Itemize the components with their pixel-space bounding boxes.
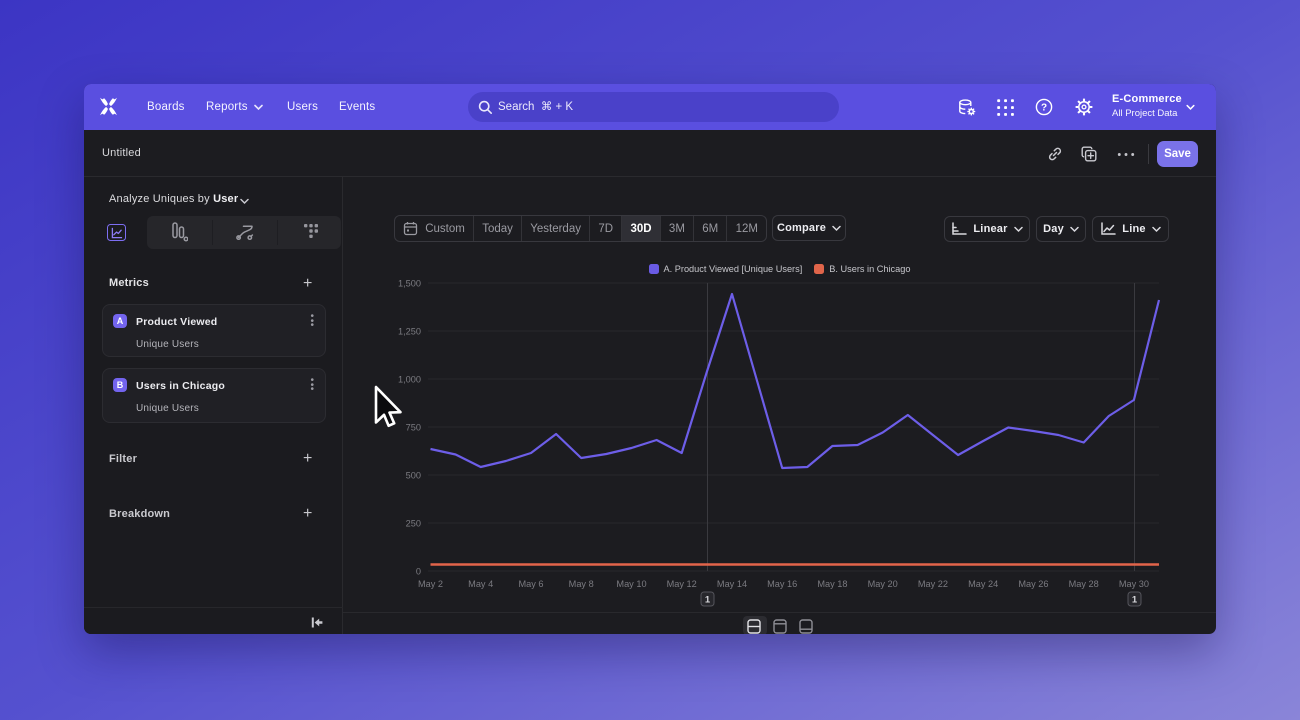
svg-text:May 28: May 28 xyxy=(1069,579,1099,589)
svg-text:1: 1 xyxy=(705,595,711,606)
svg-text:May 8: May 8 xyxy=(569,579,594,589)
svg-text:1,000: 1,000 xyxy=(398,375,421,385)
svg-text:750: 750 xyxy=(406,423,421,433)
svg-text:May 10: May 10 xyxy=(616,579,646,589)
svg-text:May 24: May 24 xyxy=(968,579,998,589)
svg-text:500: 500 xyxy=(406,471,421,481)
svg-text:1: 1 xyxy=(1132,595,1138,606)
svg-text:1,250: 1,250 xyxy=(398,327,421,337)
svg-text:May 16: May 16 xyxy=(767,579,797,589)
svg-text:May 26: May 26 xyxy=(1018,579,1048,589)
svg-text:May 6: May 6 xyxy=(518,579,543,589)
svg-text:May 2: May 2 xyxy=(418,579,443,589)
svg-text:May 4: May 4 xyxy=(468,579,493,589)
svg-text:May 22: May 22 xyxy=(918,579,948,589)
svg-text:?: ? xyxy=(1041,103,1047,114)
svg-text:May 20: May 20 xyxy=(868,579,898,589)
svg-text:May 14: May 14 xyxy=(717,579,747,589)
svg-text:May 18: May 18 xyxy=(817,579,847,589)
svg-text:0: 0 xyxy=(416,567,421,577)
svg-text:250: 250 xyxy=(406,519,421,529)
svg-text:May 12: May 12 xyxy=(667,579,697,589)
svg-text:1,500: 1,500 xyxy=(398,279,421,289)
svg-text:May 30: May 30 xyxy=(1119,579,1149,589)
